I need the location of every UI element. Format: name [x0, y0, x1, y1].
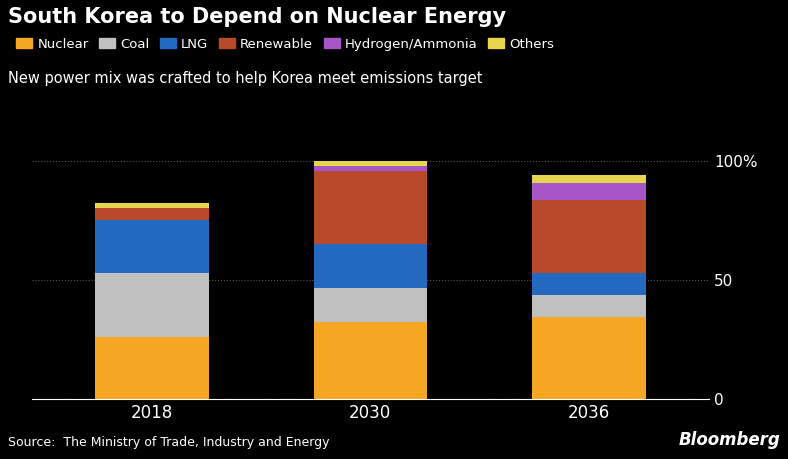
Bar — [532, 273, 646, 295]
Bar — [532, 183, 646, 200]
Bar — [532, 295, 646, 317]
Bar — [532, 175, 646, 183]
Bar — [314, 244, 427, 288]
Bar — [95, 220, 209, 273]
Text: South Korea to Depend on Nuclear Energy: South Korea to Depend on Nuclear Energy — [8, 7, 506, 27]
Text: Source:  The Ministry of Trade, Industry and Energy: Source: The Ministry of Trade, Industry … — [8, 436, 329, 449]
Bar — [532, 317, 646, 399]
Bar — [532, 200, 646, 273]
Bar — [314, 288, 427, 322]
Bar — [95, 203, 209, 208]
Text: Bloomberg: Bloomberg — [678, 431, 780, 449]
Legend: Nuclear, Coal, LNG, Renewable, Hydrogen/Ammonia, Others: Nuclear, Coal, LNG, Renewable, Hydrogen/… — [11, 33, 559, 56]
Text: New power mix was crafted to help Korea meet emissions target: New power mix was crafted to help Korea … — [8, 71, 482, 86]
Bar — [95, 208, 209, 220]
Bar — [314, 166, 427, 171]
Bar — [95, 337, 209, 399]
Bar — [314, 171, 427, 244]
Bar — [314, 161, 427, 166]
Bar — [314, 322, 427, 399]
Bar — [95, 273, 209, 337]
